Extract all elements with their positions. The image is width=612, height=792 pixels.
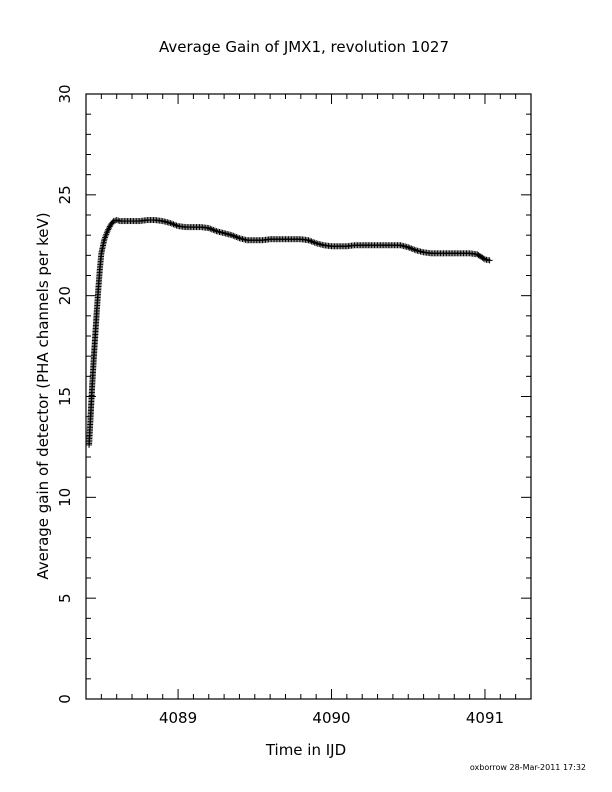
ticks-layer: 0 5 10 15 20 25 30 4089 4090 4091 — [56, 84, 532, 727]
data-layer — [86, 217, 493, 448]
data-point — [480, 255, 487, 262]
x-axis-label: Time in IJD — [265, 741, 346, 759]
plot-frame — [85, 93, 532, 700]
y-tick-label: 10 — [56, 488, 74, 507]
x-tick-label: 4091 — [466, 709, 504, 727]
y-tick-label: 20 — [56, 286, 74, 305]
x-tick-label: 4090 — [312, 709, 350, 727]
y-tick-label: 0 — [56, 694, 74, 704]
y-tick-label: 5 — [56, 593, 74, 603]
y-tick-label: 30 — [56, 84, 74, 103]
chart-title: Average Gain of JMX1, revolution 1027 — [159, 38, 449, 56]
y-axis-label: Average gain of detector (PHA channels p… — [34, 212, 52, 579]
data-point — [115, 217, 122, 224]
footer-stamp: oxborrow 28-Mar-2011 17:32 — [470, 763, 586, 772]
y-tick-label: 25 — [56, 185, 74, 204]
y-tick-label: 15 — [56, 387, 74, 406]
x-tick-label: 4089 — [159, 709, 197, 727]
data-point — [486, 257, 493, 264]
